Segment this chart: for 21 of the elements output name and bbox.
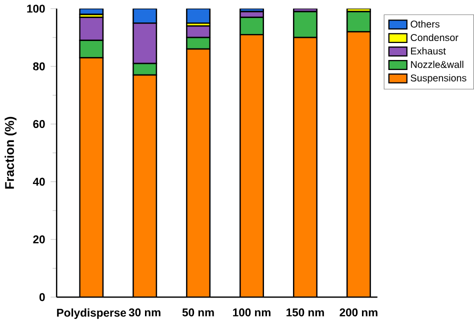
y-tick-label: 20: [33, 236, 45, 244]
legend-label: Suspensions: [410, 74, 466, 84]
y-tick-label: 40: [32, 178, 45, 186]
y-tick-label: 0: [39, 293, 45, 302]
bar: [79, 16, 104, 42]
legend-label: Nozzle&wall: [411, 60, 464, 68]
legend-label: Condensor: [410, 34, 458, 42]
y-tick-label: 100: [27, 4, 45, 13]
x-tick-label: 200 nm: [340, 308, 378, 317]
y-axis-title: Fraction (%): [4, 117, 16, 189]
x-tick-label: 30 nm: [128, 308, 160, 317]
x-tick-label: 150 nm: [286, 308, 324, 317]
bar: [186, 8, 211, 24]
x-tick-label: 100 nm: [233, 308, 270, 317]
x-tick-label: 50 nm: [182, 308, 214, 317]
x-tick-label: Polydisperse: [57, 308, 126, 320]
bar: [132, 22, 158, 64]
legend-label: Others: [410, 20, 440, 28]
y-tick-label: 80: [33, 62, 45, 71]
y-tick-label: 60: [33, 120, 45, 128]
legend-label: Exhaust: [411, 47, 446, 55]
